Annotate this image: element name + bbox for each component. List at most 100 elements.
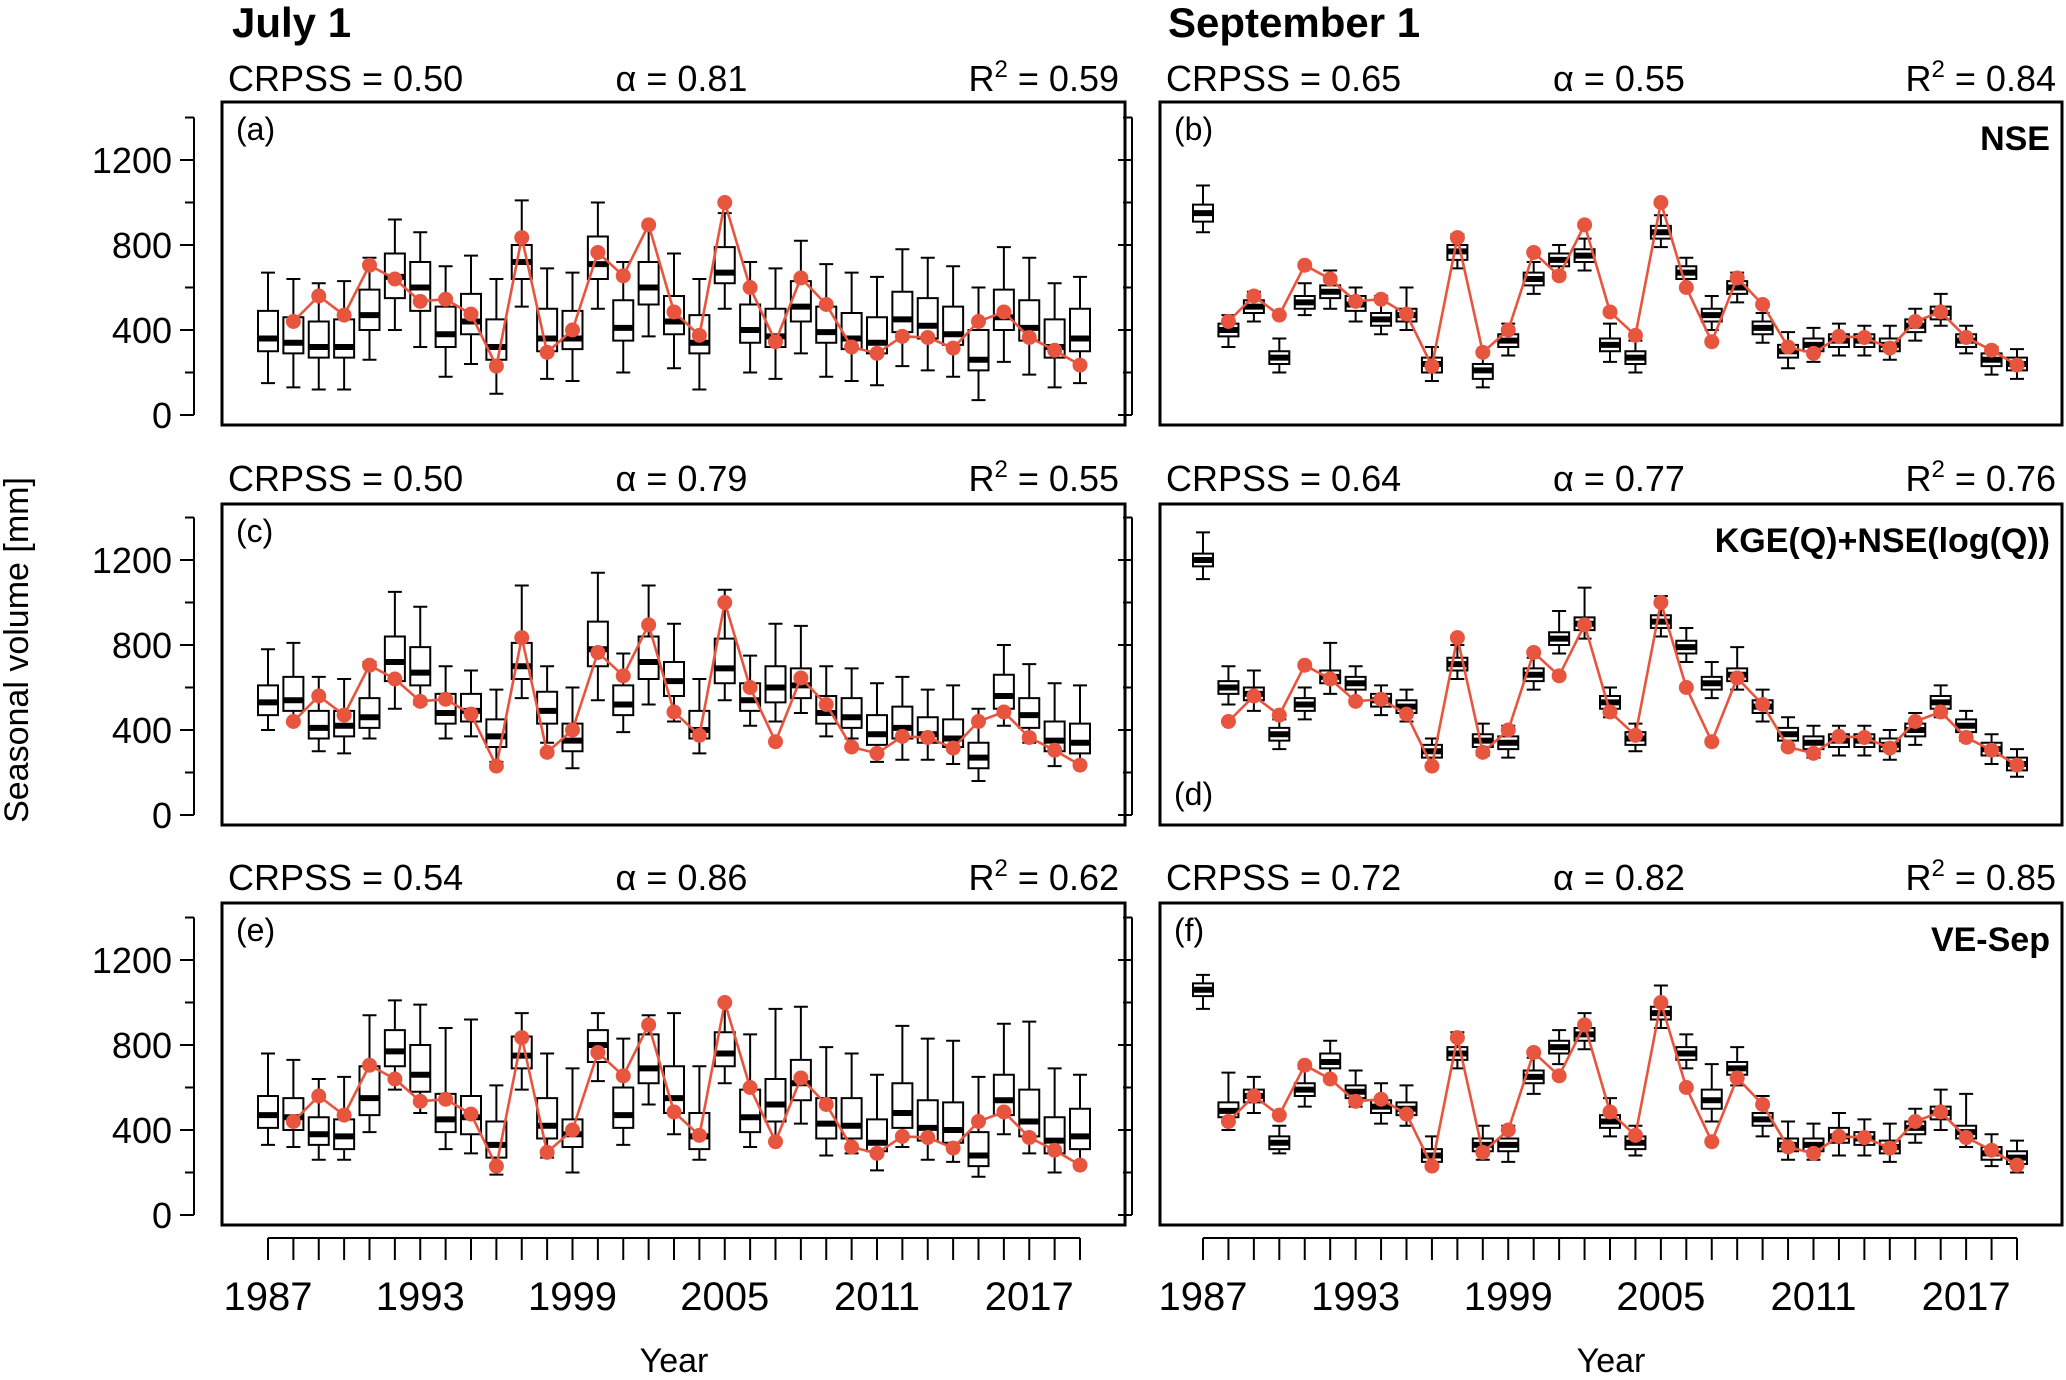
iqr-box bbox=[1069, 722, 1091, 755]
boxplot-2019 bbox=[1069, 275, 1091, 385]
boxplot-2017 bbox=[1018, 663, 1041, 744]
y-tick-label: 0 bbox=[152, 1195, 172, 1236]
observed-point-1992 bbox=[1322, 271, 1338, 287]
boxplot-1992 bbox=[383, 590, 406, 710]
observed-point-2015 bbox=[1907, 1114, 1923, 1129]
observed-point-1988 bbox=[1220, 714, 1236, 729]
observed-point-2019 bbox=[1072, 757, 1088, 773]
observed-point-2015 bbox=[1907, 314, 1923, 329]
observed-point-2013 bbox=[1856, 1129, 1872, 1145]
observed-point-1993 bbox=[412, 693, 428, 709]
observed-point-2016 bbox=[996, 304, 1012, 320]
boxplot-1998 bbox=[536, 665, 559, 744]
observed-point-2010 bbox=[1780, 1139, 1796, 1155]
iqr-box bbox=[358, 1065, 381, 1117]
panel-frame bbox=[220, 901, 1127, 1227]
observed-point-2019 bbox=[1072, 1157, 1088, 1173]
boxplot-2003 bbox=[663, 622, 685, 723]
iqr-box bbox=[307, 709, 330, 740]
alpha-stat: α = 0.55 bbox=[1553, 58, 1685, 99]
iqr-box bbox=[612, 299, 635, 342]
observed-point-2002 bbox=[641, 617, 657, 633]
observed-point-2013 bbox=[920, 329, 936, 345]
observed-point-2009 bbox=[1755, 297, 1771, 312]
observed-point-2000 bbox=[590, 244, 606, 260]
boxplot-2006 bbox=[1675, 627, 1698, 663]
boxplot-2000 bbox=[1522, 261, 1545, 295]
observed-point-1989 bbox=[311, 1088, 327, 1104]
boxplot-2002 bbox=[1573, 237, 1596, 272]
observed-point-1995 bbox=[463, 1106, 479, 1122]
observed-point-1997 bbox=[514, 230, 530, 246]
iqr-box bbox=[764, 1078, 787, 1123]
observed-point-1993 bbox=[412, 293, 428, 309]
observed-point-1999 bbox=[565, 1122, 580, 1138]
boxplot-2006 bbox=[1675, 1033, 1698, 1070]
boxplot-1991 bbox=[1293, 282, 1316, 317]
observed-point-2000 bbox=[590, 644, 606, 660]
iqr-box bbox=[1069, 307, 1091, 353]
boxplot-2008 bbox=[789, 624, 812, 714]
observed-point-2017 bbox=[1021, 729, 1037, 745]
boxplot-1990 bbox=[1268, 1124, 1291, 1155]
observed-point-1996 bbox=[488, 758, 504, 774]
iqr-box bbox=[307, 1116, 330, 1146]
observed-point-2006 bbox=[742, 1080, 758, 1095]
boxplot-2007 bbox=[764, 622, 787, 723]
boxplot-2017 bbox=[1018, 256, 1041, 376]
boxplot-2010 bbox=[840, 1052, 863, 1155]
observed-point-2017 bbox=[1021, 329, 1037, 345]
crpss-stat: CRPSS = 0.50 bbox=[228, 58, 463, 99]
y-tick-label: 1200 bbox=[92, 140, 172, 181]
r2-stat: R2 = 0.84 bbox=[1906, 56, 2056, 99]
iqr-box bbox=[409, 646, 432, 687]
boxplot-1989 bbox=[307, 675, 330, 753]
r2-stat: R2 = 0.62 bbox=[969, 855, 1119, 898]
crpss-stat: CRPSS = 0.54 bbox=[228, 857, 463, 898]
crpss-stat: CRPSS = 0.64 bbox=[1166, 458, 1401, 499]
observed-point-2002 bbox=[641, 217, 657, 233]
observed-point-2017 bbox=[1021, 1129, 1037, 1145]
boxplot-2011 bbox=[866, 682, 888, 763]
boxplot-1991 bbox=[358, 256, 381, 361]
observed-point-1990 bbox=[1271, 707, 1287, 723]
panel-c: CRPSS = 0.50 α = 0.79 R2 = 0.55 0 400 800 1200… bbox=[92, 456, 1127, 836]
observed-point-2010 bbox=[844, 1139, 860, 1155]
boxplot-2014 bbox=[942, 684, 965, 765]
iqr-box bbox=[789, 280, 812, 323]
observed-point-2012 bbox=[1831, 728, 1847, 744]
observed-point-2019 bbox=[2009, 757, 2025, 773]
observed-point-1995 bbox=[1399, 1106, 1414, 1122]
panel-b: CRPSS = 0.65 α = 0.55 R2 = 0.84 (b) NSE bbox=[1118, 56, 2064, 427]
observed-point-1990 bbox=[336, 307, 352, 323]
observed-point-2003 bbox=[1602, 704, 1618, 720]
observed-point-2004 bbox=[1627, 327, 1643, 343]
observed-point-2005 bbox=[717, 995, 733, 1010]
observed-point-1988 bbox=[1220, 1114, 1236, 1129]
r2-stat: R2 = 0.59 bbox=[969, 56, 1119, 99]
r2-stat: R2 = 0.76 bbox=[1906, 456, 2056, 499]
observed-point-2001 bbox=[615, 668, 631, 684]
iqr-box bbox=[358, 288, 381, 331]
observed-point-2000 bbox=[1526, 244, 1542, 260]
observed-point-1995 bbox=[463, 706, 479, 722]
boxplot-2010 bbox=[840, 667, 863, 740]
observed-point-2006 bbox=[742, 680, 758, 695]
observed-point-2015 bbox=[971, 1114, 986, 1129]
observed-point-2011 bbox=[1806, 345, 1821, 361]
iqr-box bbox=[739, 1088, 762, 1134]
observed-point-2003 bbox=[1602, 304, 1618, 320]
observed-point-2018 bbox=[1984, 342, 2000, 358]
alpha-stat: α = 0.79 bbox=[616, 458, 748, 499]
observed-point-1998 bbox=[539, 1144, 555, 1160]
boxplot-2001 bbox=[1548, 610, 1571, 655]
iqr-box bbox=[992, 673, 1015, 710]
observed-point-1991 bbox=[362, 1057, 377, 1073]
x-tick-label: 2005 bbox=[680, 1275, 769, 1319]
observed-point-1996 bbox=[1424, 1158, 1440, 1174]
observed-point-1994 bbox=[1373, 1091, 1389, 1107]
observed-point-2009 bbox=[818, 1097, 834, 1112]
boxplot-2013 bbox=[916, 688, 939, 761]
observed-point-1997 bbox=[1449, 230, 1465, 246]
